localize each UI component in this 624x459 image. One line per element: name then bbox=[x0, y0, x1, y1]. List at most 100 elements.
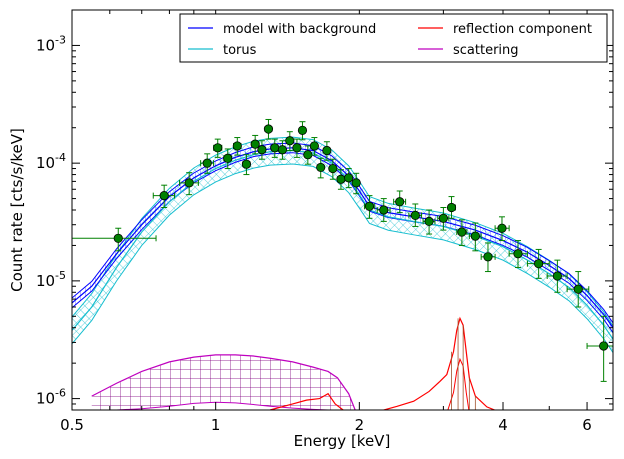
data-point bbox=[376, 198, 391, 222]
data-point bbox=[351, 172, 361, 195]
data-point bbox=[72, 227, 157, 252]
data-marker bbox=[241, 159, 252, 169]
torus-band-lower bbox=[72, 163, 613, 353]
data-marker bbox=[470, 231, 480, 241]
data-point bbox=[546, 259, 568, 293]
data-point bbox=[179, 172, 199, 196]
data-marker bbox=[410, 210, 420, 220]
data-marker bbox=[309, 141, 319, 151]
data-point bbox=[408, 203, 423, 227]
data-marker bbox=[159, 191, 169, 201]
data-point bbox=[257, 140, 267, 160]
x-tick-label: 6 bbox=[582, 416, 592, 434]
data-marker bbox=[277, 145, 288, 155]
data-point bbox=[277, 140, 288, 160]
data-point bbox=[422, 209, 436, 235]
data-point bbox=[322, 141, 332, 161]
data-marker bbox=[202, 158, 212, 168]
data-point bbox=[336, 169, 346, 190]
x-tick-label: 1 bbox=[211, 416, 221, 434]
y-tick-label: 10-3 bbox=[36, 33, 66, 54]
data-marker bbox=[438, 213, 448, 223]
data-marker bbox=[213, 143, 223, 153]
data-point bbox=[526, 248, 550, 279]
data-marker bbox=[364, 201, 375, 211]
data-point bbox=[456, 219, 468, 246]
scattering-band bbox=[91, 354, 356, 410]
y-tick-label: 10-5 bbox=[36, 269, 66, 290]
data-marker bbox=[292, 143, 302, 153]
data-point bbox=[213, 138, 223, 158]
data-marker bbox=[336, 174, 346, 184]
model-with-background-band bbox=[72, 142, 613, 333]
data-marker bbox=[446, 202, 457, 213]
data-marker bbox=[424, 216, 434, 227]
data-point bbox=[297, 121, 308, 141]
data-marker bbox=[184, 178, 194, 188]
data-marker bbox=[297, 125, 308, 135]
data-marker bbox=[257, 145, 267, 155]
model-with-background-legend-label: model with background bbox=[223, 22, 376, 37]
legend-box bbox=[179, 13, 608, 63]
data-point bbox=[586, 315, 613, 382]
scattering-band-lower bbox=[91, 401, 356, 410]
y-tick-label: 10-6 bbox=[36, 387, 66, 408]
data-point bbox=[285, 131, 295, 152]
data-point bbox=[263, 118, 274, 140]
legend: model with background reflection componen… bbox=[179, 13, 608, 63]
data-marker bbox=[552, 271, 562, 281]
data-marker bbox=[322, 145, 332, 156]
data-point bbox=[566, 271, 590, 308]
data-marker bbox=[483, 252, 493, 262]
reflection-component-legend-label: reflection component bbox=[453, 22, 592, 37]
torus-legend-label: torus bbox=[223, 43, 257, 58]
reflection-component-line bbox=[269, 316, 497, 410]
data-marker bbox=[395, 197, 405, 207]
y-tick-label: 10-4 bbox=[36, 151, 66, 172]
data-marker bbox=[497, 223, 507, 233]
data-point bbox=[508, 240, 528, 268]
data-marker bbox=[534, 259, 544, 269]
data-marker bbox=[303, 150, 313, 160]
data-point bbox=[309, 137, 319, 156]
data-marker bbox=[513, 249, 523, 259]
y-axis-ticks: 10-6 10-5 10-4 10-3 bbox=[36, 9, 613, 411]
data-point bbox=[250, 134, 260, 155]
data-marker bbox=[573, 284, 583, 294]
data-marker bbox=[379, 205, 389, 215]
data-marker bbox=[285, 136, 295, 146]
data-point bbox=[241, 154, 252, 176]
data-marker bbox=[351, 178, 361, 188]
scattering-line bbox=[91, 354, 356, 410]
data-point bbox=[316, 157, 326, 179]
x-tick-label: 0.5 bbox=[60, 416, 84, 434]
data-point bbox=[200, 153, 215, 174]
data-point bbox=[223, 148, 233, 170]
x-tick-label: 2 bbox=[355, 416, 365, 434]
data-point bbox=[494, 216, 510, 242]
x-tick-label: 4 bbox=[498, 416, 508, 434]
data-point bbox=[152, 184, 176, 209]
data-marker bbox=[223, 153, 233, 163]
data-marker bbox=[263, 124, 274, 134]
data-point bbox=[446, 196, 457, 219]
data-marker bbox=[599, 341, 609, 351]
data-point bbox=[344, 168, 354, 189]
data-marker bbox=[344, 173, 354, 183]
data-marker bbox=[457, 227, 467, 237]
data-point bbox=[468, 222, 482, 252]
data-point bbox=[393, 190, 407, 214]
data-point bbox=[232, 137, 242, 156]
data-marker bbox=[328, 163, 338, 174]
data-marker bbox=[232, 141, 242, 151]
data-point bbox=[292, 138, 302, 158]
x-axis-label: Energy [keV] bbox=[294, 432, 391, 450]
data-marker bbox=[316, 162, 326, 173]
data-marker bbox=[270, 143, 280, 153]
data-points bbox=[72, 118, 613, 382]
data-marker bbox=[113, 233, 123, 243]
data-marker bbox=[250, 139, 260, 149]
data-point bbox=[480, 242, 496, 273]
y-axis-label: Count rate [cts/s/keV] bbox=[8, 128, 26, 292]
